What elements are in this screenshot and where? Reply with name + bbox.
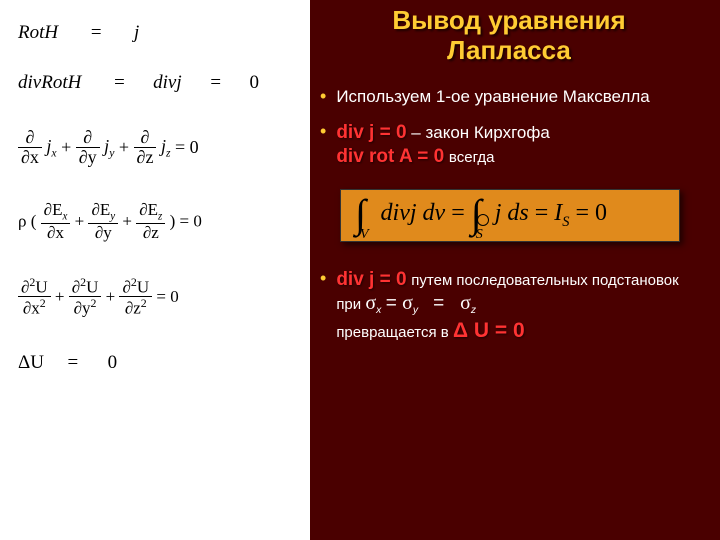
eq2-lhs: divRotH [18, 72, 81, 93]
eq2-eq1: = [113, 72, 126, 93]
bullet-1-text: Используем 1-ое уравнение Максвелла [336, 86, 702, 107]
equation-1: RotH = j [18, 22, 300, 44]
equation-4: ρ ( ∂Ex∂x + ∂Ey∂y + ∂Ez∂z ) = 0 [18, 201, 300, 242]
always-note: всегда [449, 149, 495, 166]
bullet-1: • Используем 1-ое уравнение Максвелла [316, 86, 702, 108]
bullet-marker-icon: • [320, 268, 326, 290]
bullet-3-text: div j = 0 путем последовательных подстан… [336, 268, 702, 344]
equations-panel: RotH = j divRotH = divj = 0 ∂∂x jx + ∂∂y… [0, 0, 310, 540]
kirchhoff-note: – закон Кирхгофа [411, 123, 550, 142]
eq1-rhs: j [134, 22, 139, 43]
bullet-3: • div j = 0 путем последовательных подст… [316, 268, 702, 344]
eq2-eq2: = [209, 72, 222, 93]
div-rot-a: div rot A = 0 [336, 146, 444, 167]
title-line-2: Лапласса [447, 35, 571, 65]
bullet-marker-icon: • [320, 86, 326, 108]
eq6-lhs: ΔU [18, 352, 44, 373]
bullet-2: • div j = 0 – закон Кирхгофа div rot A =… [316, 121, 702, 169]
content-panel: Вывод уравнения Лапласса • Используем 1-… [310, 0, 720, 540]
slide-title: Вывод уравнения Лапласса [316, 6, 702, 66]
eq6-eq: = [67, 352, 78, 373]
eq2-mid: divj [153, 72, 182, 93]
sigma-equality: σx = σy = σz [365, 296, 476, 313]
divj-zero: div j = 0 [336, 269, 406, 290]
kirchhoff-law: div j = 0 [336, 122, 406, 143]
equation-5: ∂2U∂x2 + ∂2U∂y2 + ∂2U∂z2 = 0 [18, 276, 300, 318]
laplace-result: Δ U = 0 [453, 319, 525, 342]
eq1-equals: = [90, 22, 103, 43]
equation-2: divRotH = divj = 0 [18, 72, 300, 94]
bullet-2-text: div j = 0 – закон Кирхгофа div rot A = 0… [336, 121, 702, 169]
integral-equation-box: ∫V divj dv = ∫S j ds = IS = 0 [340, 189, 680, 242]
eq6-rhs: 0 [108, 352, 118, 373]
title-line-1: Вывод уравнения [392, 5, 625, 35]
closed-integral-icon: ∫ [471, 200, 482, 228]
integral-icon: ∫ [355, 200, 366, 228]
equation-6: ΔU = 0 [18, 352, 300, 374]
bullet-marker-icon: • [320, 121, 326, 143]
equation-3: ∂∂x jx + ∂∂y jy + ∂∂z jz = 0 [18, 128, 300, 167]
transforms-note: превращается в [336, 324, 453, 341]
eq2-rhs: 0 [249, 72, 259, 93]
eq1-lhs: RotH [18, 22, 58, 43]
